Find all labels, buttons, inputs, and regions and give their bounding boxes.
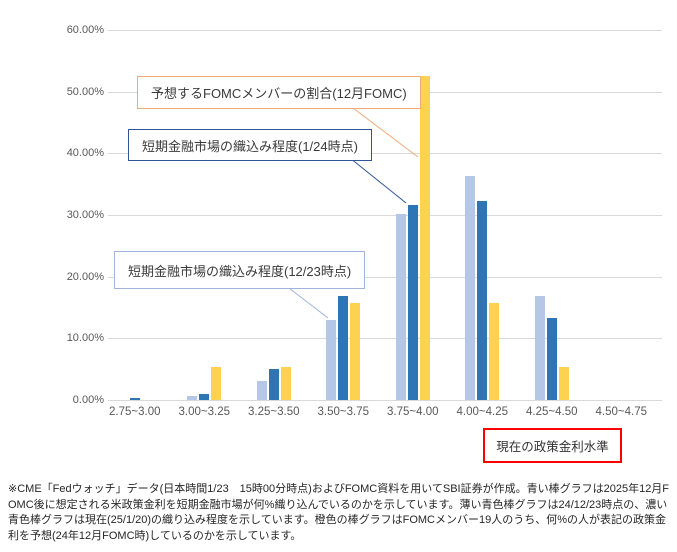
gridline <box>108 400 662 401</box>
y-tick-label: 40.00% <box>66 147 104 160</box>
gridline <box>108 338 662 340</box>
x-tick-label: 3.25~3.50 <box>248 406 300 418</box>
callout-fomc-members: 予想するFOMCメンバーの割合(12月FOMC) <box>137 76 421 109</box>
x-tick-label: 3.75~4.00 <box>387 406 439 418</box>
bar <box>534 295 545 400</box>
y-tick-label: 0.00% <box>72 394 104 406</box>
source-footnote: ※CME「Fedウォッチ」データ(日本時間1/23 15時00分時点)およびFO… <box>8 483 670 542</box>
y-tick-label: 20.00% <box>66 270 104 283</box>
current-policy-rate-label: 現在の政策金利水準 <box>496 440 609 454</box>
gridline <box>108 276 662 278</box>
bar <box>326 319 337 400</box>
bar <box>395 213 406 400</box>
x-tick-label: 4.00~4.25 <box>456 406 508 418</box>
x-tick-label: 4.25~4.50 <box>526 406 578 418</box>
bar <box>477 201 488 400</box>
y-tick-label: 60.00% <box>66 24 104 36</box>
bar <box>465 175 476 400</box>
gridline <box>108 215 662 216</box>
bar <box>211 367 222 400</box>
bar <box>280 367 291 400</box>
bar <box>419 75 430 400</box>
bar <box>558 367 569 400</box>
y-tick-label: 10.00% <box>66 332 104 345</box>
x-tick-label: 3.00~3.25 <box>178 406 230 418</box>
callout-market-dec-label: 短期金融市場の織込み程度(12/23時点) <box>128 263 352 279</box>
callout-fomc-label: 予想するFOMCメンバーの割合(12月FOMC) <box>151 86 407 101</box>
current-policy-rate-box: 現在の政策金利水準 <box>483 428 622 463</box>
bar <box>350 302 361 400</box>
y-tick-label: 50.00% <box>66 85 104 98</box>
x-tick-label: 2.75~3.00 <box>109 406 161 418</box>
callout-market-dec: 短期金融市場の織込み程度(12/23時点) <box>114 251 366 289</box>
bar <box>338 295 349 400</box>
bar <box>489 302 500 400</box>
callout-market-jan-label: 短期金融市場の織込み程度(1/24時点) <box>142 138 358 154</box>
bar <box>199 394 210 400</box>
bar <box>256 380 267 400</box>
bar <box>546 318 557 400</box>
x-tick-label: 3.50~3.75 <box>317 406 369 418</box>
bar <box>129 397 140 400</box>
x-tick-label: 4.50~4.75 <box>595 406 647 418</box>
y-tick-label: 30.00% <box>66 209 104 221</box>
bar <box>187 396 198 400</box>
callout-market-jan: 短期金融市場の織込み程度(1/24時点) <box>128 129 372 161</box>
bar <box>407 205 418 400</box>
gridline <box>108 30 662 31</box>
bar <box>268 369 279 400</box>
